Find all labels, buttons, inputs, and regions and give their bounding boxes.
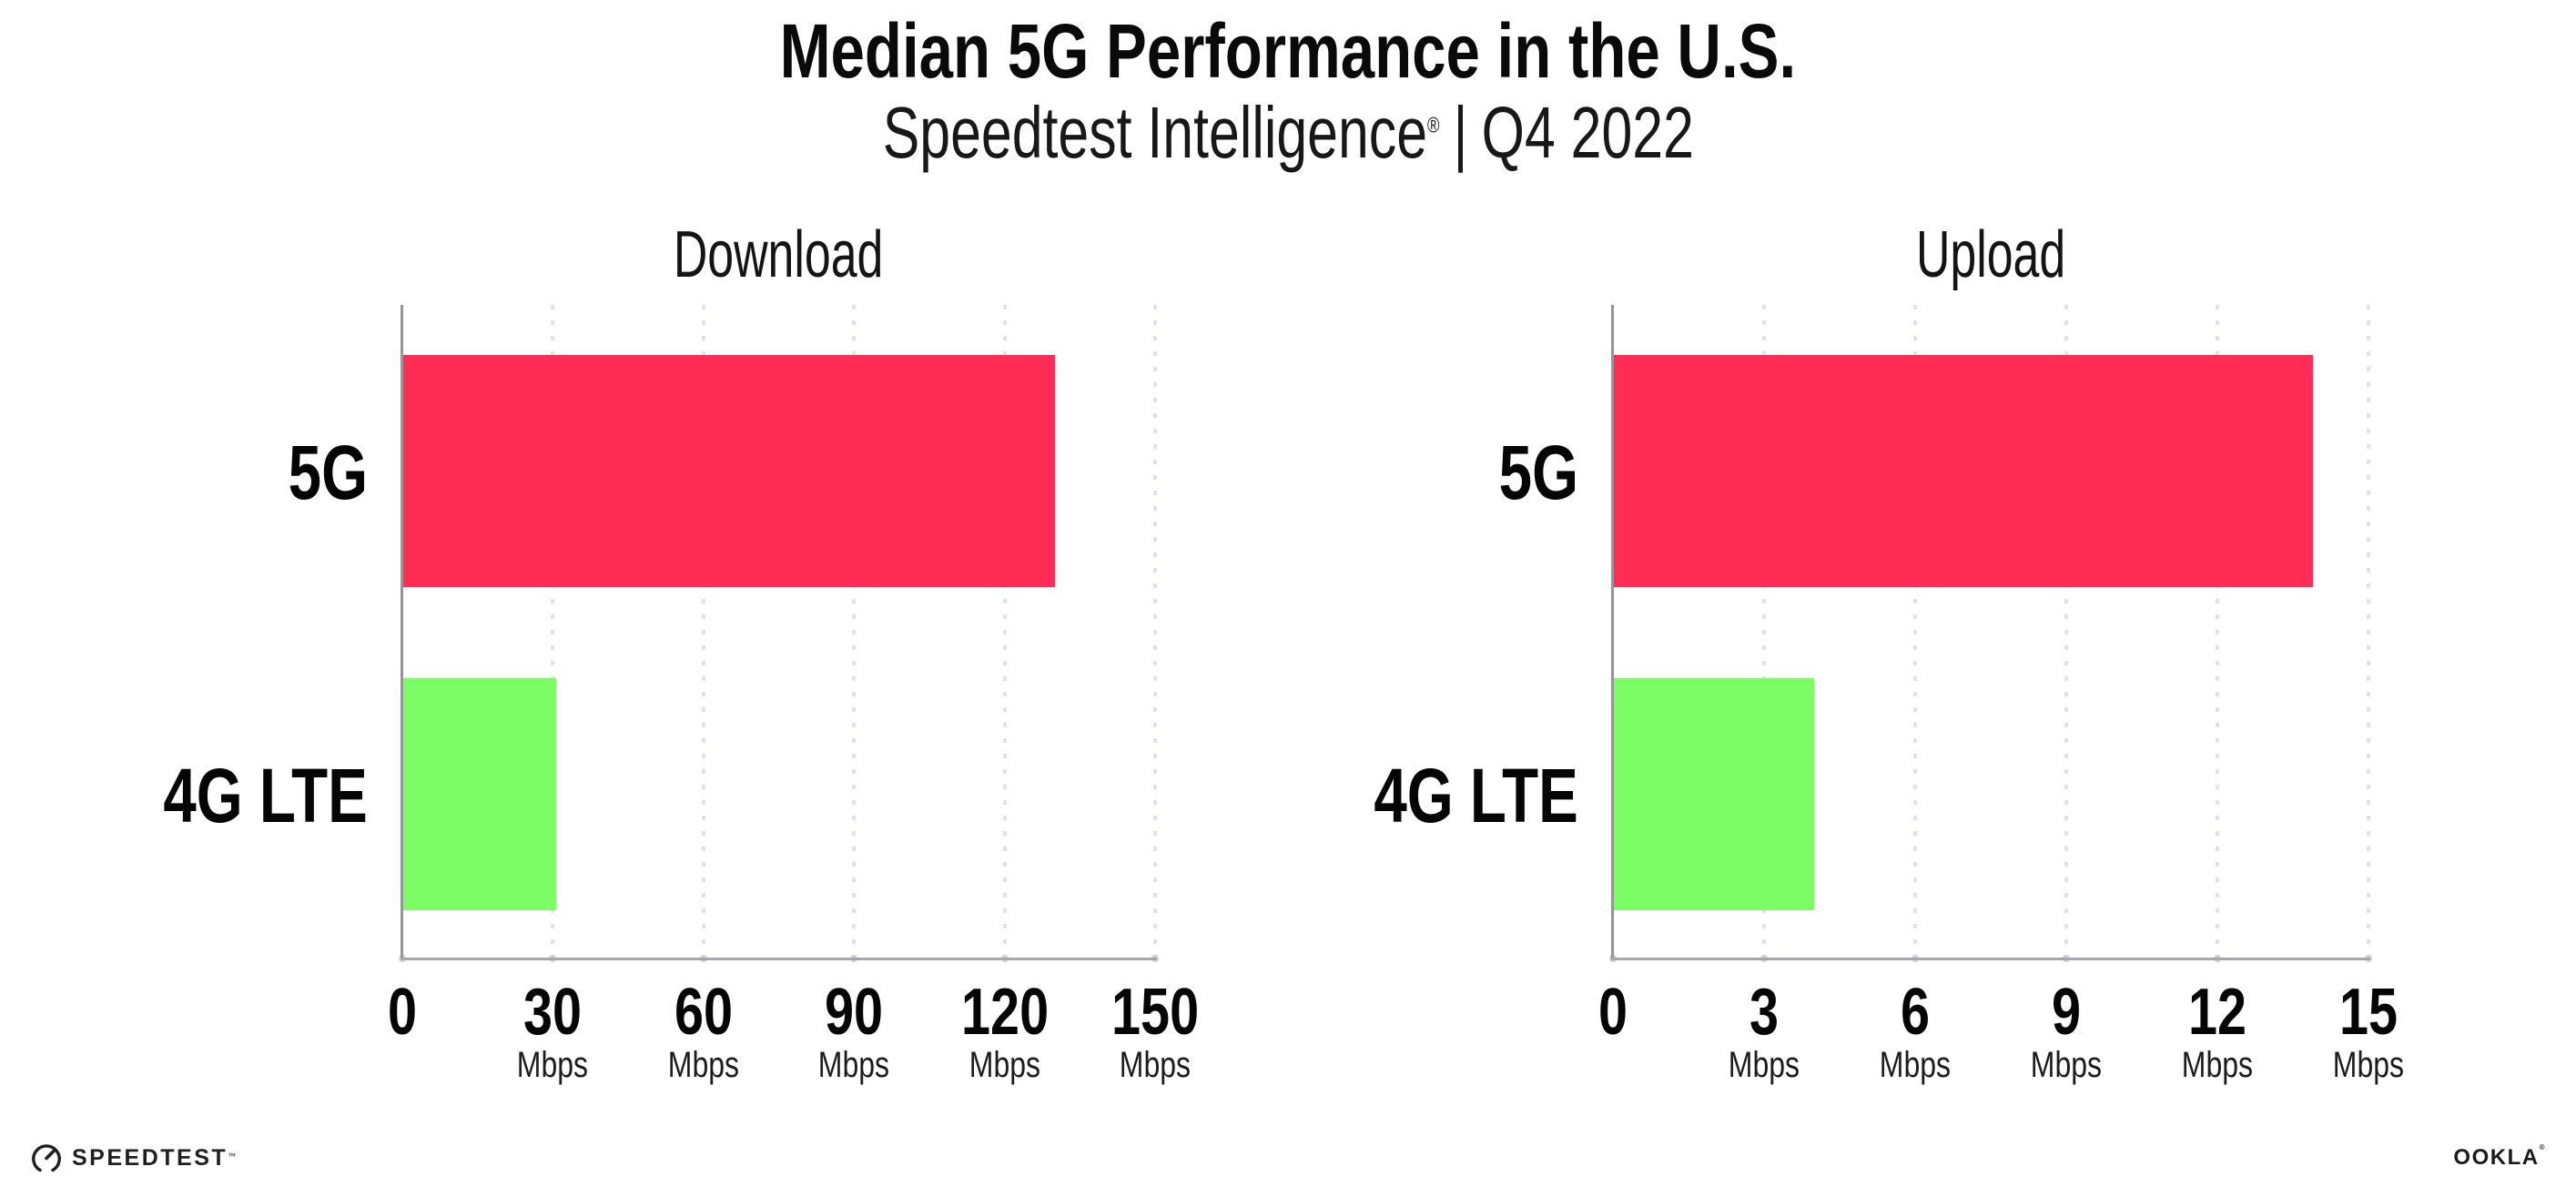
download-bar-4g-lte (402, 677, 556, 910)
x-tick-label-download-60: 60 (603, 979, 804, 1045)
y-axis-line-upload (1611, 305, 1614, 960)
x-tick-label-upload-15: 15 (2268, 979, 2469, 1045)
x-tick-unit-upload-12: Mbps (2117, 1047, 2317, 1083)
x-tick-unit-text: Mbps (2332, 1045, 2405, 1085)
x-tick-value: 15 (2338, 976, 2399, 1049)
x-tick-label-upload-6: 6 (1815, 979, 2015, 1045)
x-axis-line-download (401, 958, 1157, 960)
chart-title-download: Download (402, 222, 1155, 288)
x-tick-unit-upload-9: Mbps (1966, 1047, 2166, 1083)
x-tick-label-download-120: 120 (905, 979, 1105, 1045)
x-tick-unit-text: Mbps (1728, 1045, 1800, 1085)
gridline-upload-6 (1913, 305, 1917, 958)
x-tick-label-upload-12: 12 (2117, 979, 2317, 1045)
category-label-download-5g: 5G (0, 425, 368, 520)
x-axis-line-upload (1611, 958, 2370, 960)
x-tick-label-upload-3: 3 (1664, 979, 1864, 1045)
x-tick-unit-upload-15: Mbps (2268, 1047, 2469, 1083)
speedtest-gauge-icon (32, 1144, 61, 1172)
download-bar-5g (402, 354, 1055, 587)
x-tick-unit-upload-3: Mbps (1664, 1047, 1864, 1083)
gridline-download-150 (1153, 305, 1157, 958)
x-tick-value: 150 (1111, 976, 1200, 1049)
x-tick-unit-download-60: Mbps (603, 1047, 804, 1083)
upload-bar-4g-lte (1613, 677, 1815, 910)
x-tick-label-download-0: 0 (302, 979, 502, 1045)
ookla-logo: OOKLA® (2453, 1143, 2546, 1171)
speedtest-logo: SPEEDTEST ™ (30, 1140, 236, 1176)
x-tick-unit-download-150: Mbps (1055, 1047, 1255, 1083)
gridline-download-60 (701, 305, 705, 958)
gridline-upload-9 (2064, 305, 2068, 958)
gridline-download-90 (852, 305, 857, 958)
registered-icon: ® (2539, 1143, 2546, 1151)
x-tick-value: 12 (2187, 976, 2247, 1049)
category-label-upload-5g: 5G (1105, 425, 1578, 520)
gridline-download-120 (1002, 305, 1007, 958)
x-tick-value: 30 (523, 976, 583, 1049)
page-subtitle: Speedtest Intelligence® | Q4 2022 (0, 95, 2576, 171)
x-tick-unit-text: Mbps (517, 1045, 589, 1085)
category-label-text: 5G (288, 430, 368, 515)
upload-bar-5g (1613, 354, 2314, 587)
x-tick-label-upload-0: 0 (1513, 979, 1713, 1045)
x-tick-unit-upload-6: Mbps (1815, 1047, 2015, 1083)
subtitle-separator: | (1453, 92, 1468, 173)
page-subtitle-text: Speedtest Intelligence® | Q4 2022 (882, 95, 1693, 171)
x-tick-label-download-30: 30 (452, 979, 653, 1045)
x-tick-value: 60 (674, 976, 733, 1049)
x-tick-unit-text: Mbps (667, 1045, 739, 1085)
x-tick-value: 9 (2051, 976, 2082, 1049)
gridline-upload-3 (1762, 305, 1766, 958)
x-tick-unit-download-120: Mbps (905, 1047, 1105, 1083)
chart-title-text-upload: Upload (1915, 218, 2066, 291)
x-tick-label-download-150: 150 (1055, 979, 1255, 1045)
x-tick-label-upload-9: 9 (1966, 979, 2166, 1045)
chart-title-text-download: Download (674, 218, 884, 291)
x-tick-unit-text: Mbps (818, 1045, 890, 1085)
category-label-download-4g-lte: 4G LTE (0, 748, 368, 843)
x-tick-label-download-90: 90 (754, 979, 954, 1045)
gridline-upload-12 (2216, 305, 2219, 958)
category-label-text: 5G (1498, 430, 1578, 515)
page-title-text: Median 5G Performance in the U.S. (779, 8, 1797, 94)
subtitle-brand: Speedtest Intelligence (882, 92, 1427, 173)
x-tick-unit-text: Mbps (1879, 1045, 1952, 1085)
x-tick-unit-text: Mbps (2030, 1045, 2103, 1085)
category-label-text: 4G LTE (163, 753, 368, 838)
x-tick-value: 0 (387, 976, 418, 1049)
category-label-text: 4G LTE (1374, 753, 1578, 838)
x-tick-unit-download-90: Mbps (754, 1047, 954, 1083)
ookla-logo-text: OOKLA (2453, 1145, 2540, 1170)
x-tick-value: 6 (1900, 976, 1931, 1049)
x-tick-unit-text: Mbps (2181, 1045, 2254, 1085)
category-label-upload-4g-lte: 4G LTE (1105, 748, 1578, 843)
gridline-download-30 (551, 305, 555, 958)
gridline-upload-15 (2367, 305, 2370, 958)
trademark-icon: ™ (228, 1151, 237, 1161)
x-tick-value: 90 (825, 976, 884, 1049)
x-tick-value: 3 (1749, 976, 1780, 1049)
x-tick-value: 120 (960, 976, 1049, 1049)
x-tick-unit-text: Mbps (1119, 1045, 1192, 1085)
subtitle-period: Q4 2022 (1481, 92, 1694, 173)
x-tick-value: 0 (1597, 976, 1628, 1049)
x-tick-unit-text: Mbps (969, 1045, 1040, 1085)
registered-trademark-icon: ® (1426, 113, 1440, 138)
y-axis-line-download (401, 305, 403, 960)
page-title: Median 5G Performance in the U.S. (0, 11, 2576, 91)
chart-title-upload: Upload (1613, 222, 2368, 288)
speedtest-logo-text: SPEEDTEST (72, 1144, 228, 1171)
x-tick-unit-download-30: Mbps (452, 1047, 653, 1083)
